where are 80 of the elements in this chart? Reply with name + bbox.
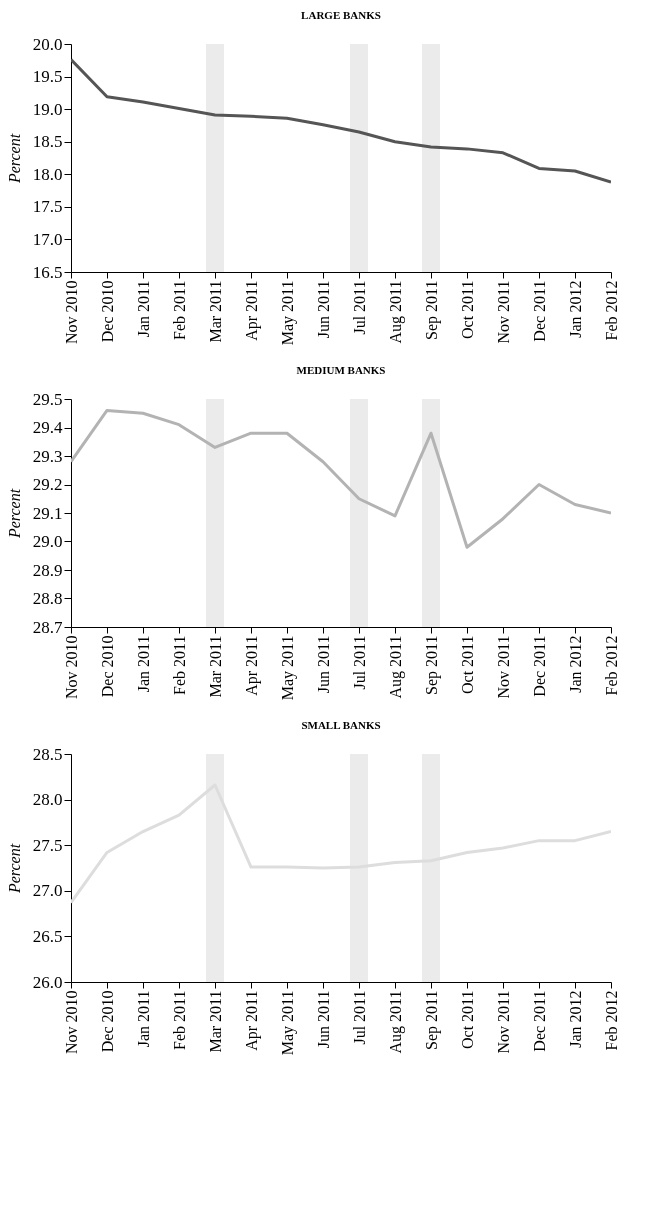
x-tick-label: Feb 2012 xyxy=(602,990,620,1051)
y-tick-label: 18.5 xyxy=(32,132,63,152)
y-tick-label: 29.1 xyxy=(32,503,63,523)
y-tick-label: 17.0 xyxy=(32,229,63,249)
y-tick-label: 28.0 xyxy=(32,790,63,810)
y-tick-label: 29.0 xyxy=(32,532,63,551)
x-tick-label: Jun 2011 xyxy=(314,635,332,694)
x-tick-label: Apr 2011 xyxy=(242,990,261,1051)
x-tick-label: Jun 2011 xyxy=(314,990,332,1049)
y-tick-label: 19.0 xyxy=(32,99,63,119)
y-tick-label: 19.5 xyxy=(32,67,63,87)
line-series xyxy=(71,408,611,549)
x-tick-label: Mar 2011 xyxy=(206,990,224,1053)
x-tick-label: Jan 2011 xyxy=(134,635,152,693)
x-tick-label: Jun 2011 xyxy=(314,280,332,339)
x-tick-label: Nov 2011 xyxy=(494,635,512,699)
x-tick-label: Dec 2010 xyxy=(98,990,116,1053)
x-tick-label: Jul 2011 xyxy=(350,990,368,1045)
x-tick-label: Nov 2010 xyxy=(62,280,80,345)
x-tick-label: Nov 2011 xyxy=(494,280,512,344)
x-tick-label: Mar 2011 xyxy=(206,280,224,343)
x-tick-label: Jan 2012 xyxy=(566,990,584,1048)
y-tick-label: 27.0 xyxy=(32,881,63,901)
line-series xyxy=(71,58,611,184)
y-tick-label: 28.7 xyxy=(32,617,63,637)
y-tick-label: 27.5 xyxy=(32,835,63,855)
x-tick-label: May 2011 xyxy=(278,280,297,346)
x-tick-label: May 2011 xyxy=(278,635,297,701)
line-series xyxy=(71,783,611,905)
x-tick-label: Nov 2011 xyxy=(494,990,512,1054)
chart-title: MEDIUM BANKS xyxy=(296,364,386,376)
x-tick-label: Feb 2011 xyxy=(170,990,188,1050)
x-tick-label: Aug 2011 xyxy=(386,635,405,699)
x-tick-label: Feb 2012 xyxy=(602,280,620,341)
y-tick-label: 28.8 xyxy=(32,589,63,608)
y-tick-label: 17.5 xyxy=(32,197,63,217)
x-tick-label: Feb 2011 xyxy=(170,635,188,695)
y-tick-label: 26.5 xyxy=(32,926,63,946)
y-tick-label: 18.0 xyxy=(32,164,63,184)
y-tick-label: 29.3 xyxy=(32,446,63,466)
x-tick-label: Dec 2010 xyxy=(98,635,116,698)
y-axis-title: Percent xyxy=(5,488,23,540)
x-tick-label: Dec 2011 xyxy=(530,635,548,697)
y-tick-label: 16.5 xyxy=(32,262,63,282)
x-tick-label: Nov 2010 xyxy=(62,635,80,700)
x-tick-label: May 2011 xyxy=(278,990,297,1056)
x-tick-label: Dec 2011 xyxy=(530,990,548,1052)
x-tick-label: Jul 2011 xyxy=(350,280,368,335)
x-tick-label: Sep 2011 xyxy=(422,635,441,695)
x-tick-label: Feb 2011 xyxy=(170,280,188,340)
x-tick-label: Dec 2010 xyxy=(98,280,116,343)
y-tick-label: 28.9 xyxy=(32,560,63,580)
x-tick-label: Sep 2011 xyxy=(422,280,441,340)
y-tick-label: 26.0 xyxy=(32,972,63,992)
y-tick-label: 29.4 xyxy=(32,418,63,437)
x-tick-label: Sep 2011 xyxy=(422,990,441,1050)
x-tick-label: Jan 2012 xyxy=(566,635,584,693)
x-tick-label: Aug 2011 xyxy=(386,990,405,1054)
x-tick-label: Apr 2011 xyxy=(242,280,261,341)
x-tick-label: Nov 2010 xyxy=(62,990,80,1055)
x-tick-label: Jul 2011 xyxy=(350,635,368,690)
x-tick-label: Oct 2011 xyxy=(458,280,476,340)
x-tick-label: Oct 2011 xyxy=(458,635,476,695)
chart-title: LARGE BANKS xyxy=(301,9,381,21)
x-tick-label: Jan 2011 xyxy=(134,990,152,1048)
x-tick-label: Dec 2011 xyxy=(530,280,548,342)
y-tick-label: 29.5 xyxy=(32,389,63,409)
y-tick-label: 28.5 xyxy=(32,744,63,764)
y-axis-title: Percent xyxy=(5,843,23,895)
x-tick-label: Jan 2011 xyxy=(134,280,152,338)
y-tick-label: 20.0 xyxy=(32,34,63,54)
x-tick-label: Mar 2011 xyxy=(206,635,224,698)
y-axis-title: Percent xyxy=(5,133,23,185)
y-tick-label: 29.2 xyxy=(32,475,63,494)
x-tick-label: Jan 2012 xyxy=(566,280,584,338)
chart-title: SMALL BANKS xyxy=(301,719,381,731)
x-tick-label: Oct 2011 xyxy=(458,990,476,1050)
x-tick-label: Apr 2011 xyxy=(242,635,261,696)
x-tick-label: Aug 2011 xyxy=(386,280,405,344)
x-tick-label: Feb 2012 xyxy=(602,635,620,696)
